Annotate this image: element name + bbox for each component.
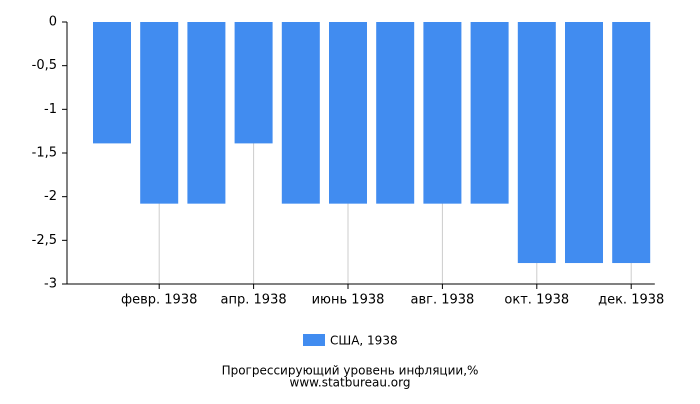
y-tick-label: -3 xyxy=(44,277,57,292)
y-tick-label: 0 xyxy=(49,15,57,30)
bar xyxy=(565,22,603,264)
legend-swatch xyxy=(303,334,325,346)
source: www.statbureau.org xyxy=(290,376,411,390)
bar xyxy=(187,22,226,204)
x-tick-label: апр. 1938 xyxy=(221,293,287,308)
bar xyxy=(234,22,273,144)
bar xyxy=(376,22,415,204)
x-tick-label: авг. 1938 xyxy=(410,293,474,308)
x-tick-label: июнь 1938 xyxy=(312,293,385,308)
y-tick-label: -1,5 xyxy=(32,146,57,161)
x-tick-label: окт. 1938 xyxy=(504,293,569,308)
bar xyxy=(329,22,367,204)
x-tick-label: февр. 1938 xyxy=(121,293,197,308)
legend-label: США, 1938 xyxy=(330,334,398,348)
bar xyxy=(612,22,651,264)
bar xyxy=(517,22,556,264)
bar xyxy=(140,22,179,204)
bar xyxy=(423,22,462,204)
x-tick-label: дек. 1938 xyxy=(598,293,664,308)
bar xyxy=(93,22,131,144)
y-tick-label: -2,5 xyxy=(32,233,57,248)
y-tick-label: -1 xyxy=(44,102,57,117)
caption: Прогрессирующий уровень инфляции,% xyxy=(222,364,479,378)
y-tick-label: -0,5 xyxy=(32,58,57,73)
bar xyxy=(281,22,320,204)
y-tick-label: -2 xyxy=(44,189,57,204)
bar xyxy=(470,22,509,204)
